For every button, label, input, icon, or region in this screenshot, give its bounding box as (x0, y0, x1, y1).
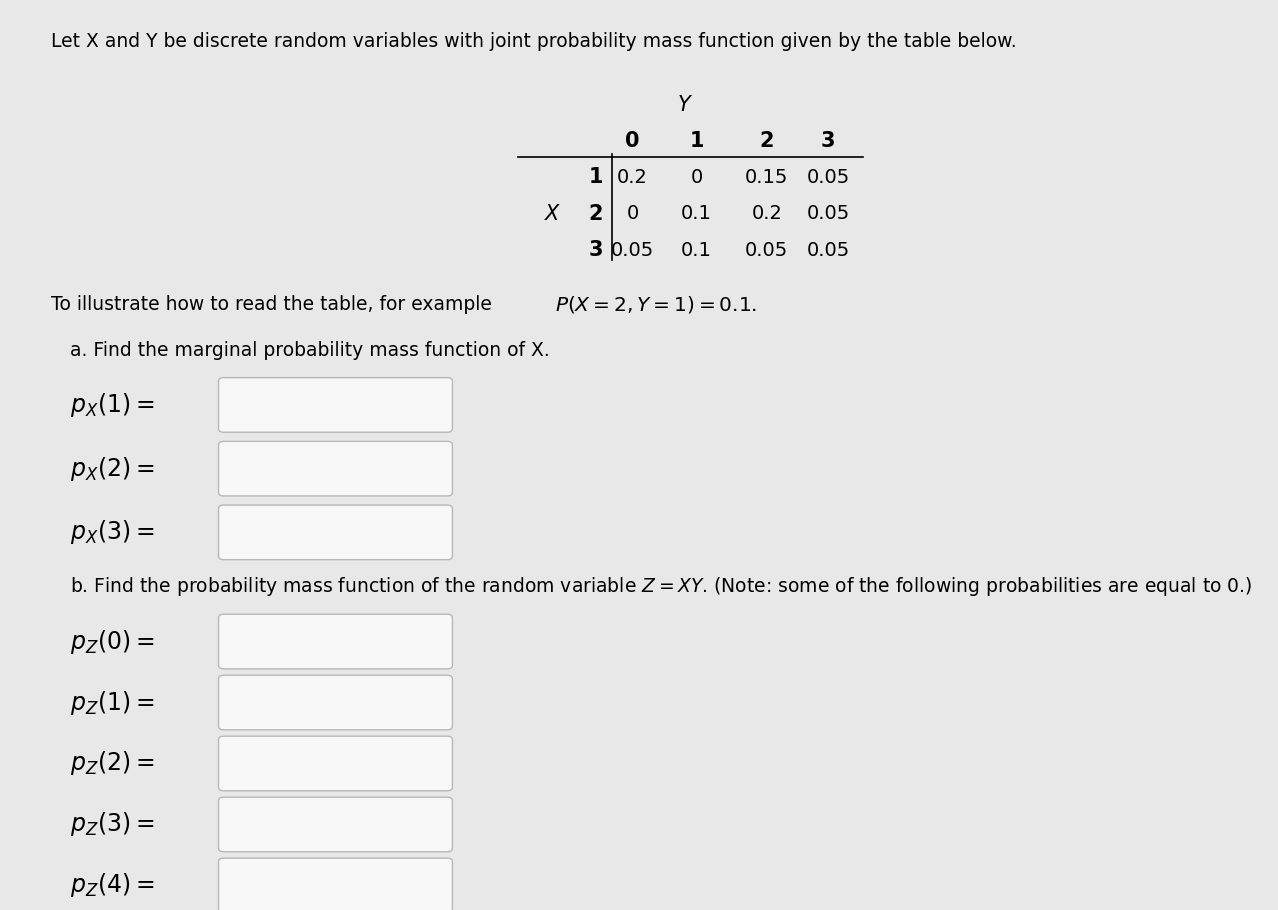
Text: 0.15: 0.15 (745, 168, 789, 187)
FancyBboxPatch shape (219, 797, 452, 852)
Text: a. Find the marginal probability mass function of X.: a. Find the marginal probability mass fu… (70, 341, 550, 359)
Text: 1: 1 (689, 131, 704, 151)
Text: X: X (544, 204, 560, 224)
Text: $p_X(2) =$: $p_X(2) =$ (70, 455, 155, 482)
Text: $P(X = 2, Y = 1) = 0.1.$: $P(X = 2, Y = 1) = 0.1.$ (555, 294, 757, 316)
Text: 0.05: 0.05 (806, 241, 850, 259)
Text: $p_Z(0) =$: $p_Z(0) =$ (70, 628, 155, 655)
Text: 0.2: 0.2 (617, 168, 648, 187)
FancyBboxPatch shape (219, 441, 452, 496)
FancyBboxPatch shape (219, 378, 452, 432)
Text: $p_X(1) =$: $p_X(1) =$ (70, 391, 155, 419)
Text: $p_Z(1) =$: $p_Z(1) =$ (70, 689, 155, 716)
Text: $p_Z(2) =$: $p_Z(2) =$ (70, 750, 155, 777)
Text: 2: 2 (759, 131, 774, 151)
Text: 0: 0 (626, 205, 639, 223)
Text: 3: 3 (588, 240, 603, 260)
Text: 0: 0 (625, 131, 640, 151)
Text: 0.1: 0.1 (681, 241, 712, 259)
Text: 1: 1 (588, 167, 603, 187)
FancyBboxPatch shape (219, 736, 452, 791)
FancyBboxPatch shape (219, 675, 452, 730)
Text: Let X and Y be discrete random variables with joint probability mass function gi: Let X and Y be discrete random variables… (51, 32, 1017, 51)
Text: 0.05: 0.05 (806, 205, 850, 223)
Text: 3: 3 (820, 131, 836, 151)
Text: 0.1: 0.1 (681, 205, 712, 223)
Text: Y: Y (677, 95, 690, 115)
FancyBboxPatch shape (219, 505, 452, 560)
Text: b. Find the probability mass function of the random variable $Z = XY$. (Note: so: b. Find the probability mass function of… (70, 575, 1252, 599)
Text: 0.05: 0.05 (611, 241, 654, 259)
Text: $p_Z(3) =$: $p_Z(3) =$ (70, 811, 155, 838)
Text: To illustrate how to read the table, for example: To illustrate how to read the table, for… (51, 296, 498, 314)
Text: 0: 0 (690, 168, 703, 187)
Text: 2: 2 (588, 204, 603, 224)
Text: 0.05: 0.05 (745, 241, 789, 259)
FancyBboxPatch shape (219, 858, 452, 910)
FancyBboxPatch shape (219, 614, 452, 669)
Text: $p_Z(4) =$: $p_Z(4) =$ (70, 872, 155, 899)
Text: 0.2: 0.2 (751, 205, 782, 223)
Text: $p_X(3) =$: $p_X(3) =$ (70, 519, 155, 546)
Text: 0.05: 0.05 (806, 168, 850, 187)
